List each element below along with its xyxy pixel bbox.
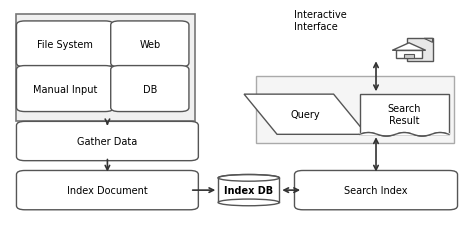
FancyBboxPatch shape: [17, 122, 198, 161]
FancyBboxPatch shape: [111, 22, 189, 68]
Polygon shape: [244, 95, 366, 135]
Polygon shape: [407, 39, 433, 61]
FancyBboxPatch shape: [17, 66, 114, 112]
Bar: [256, 77, 454, 144]
Text: Manual Input: Manual Input: [33, 84, 97, 94]
FancyBboxPatch shape: [17, 22, 114, 68]
Text: Query: Query: [291, 110, 320, 120]
Ellipse shape: [218, 199, 279, 206]
FancyBboxPatch shape: [111, 66, 189, 112]
Bar: [16, 15, 195, 122]
Bar: [359, 95, 449, 135]
Bar: [218, 178, 279, 202]
FancyBboxPatch shape: [294, 171, 457, 210]
FancyBboxPatch shape: [17, 171, 198, 210]
Text: DB: DB: [143, 84, 157, 94]
Text: Search Index: Search Index: [344, 185, 408, 195]
Polygon shape: [392, 44, 426, 51]
Text: Index DB: Index DB: [224, 185, 273, 195]
Ellipse shape: [218, 175, 279, 181]
Text: Index Document: Index Document: [67, 185, 148, 195]
Polygon shape: [424, 39, 433, 43]
Text: Web: Web: [139, 40, 160, 50]
Text: File System: File System: [37, 40, 93, 50]
Text: Search
Result: Search Result: [388, 104, 421, 126]
Bar: [404, 54, 413, 59]
Text: Gather Data: Gather Data: [77, 136, 137, 146]
Text: Interactive
Interface: Interactive Interface: [293, 10, 346, 32]
Bar: [396, 51, 422, 59]
